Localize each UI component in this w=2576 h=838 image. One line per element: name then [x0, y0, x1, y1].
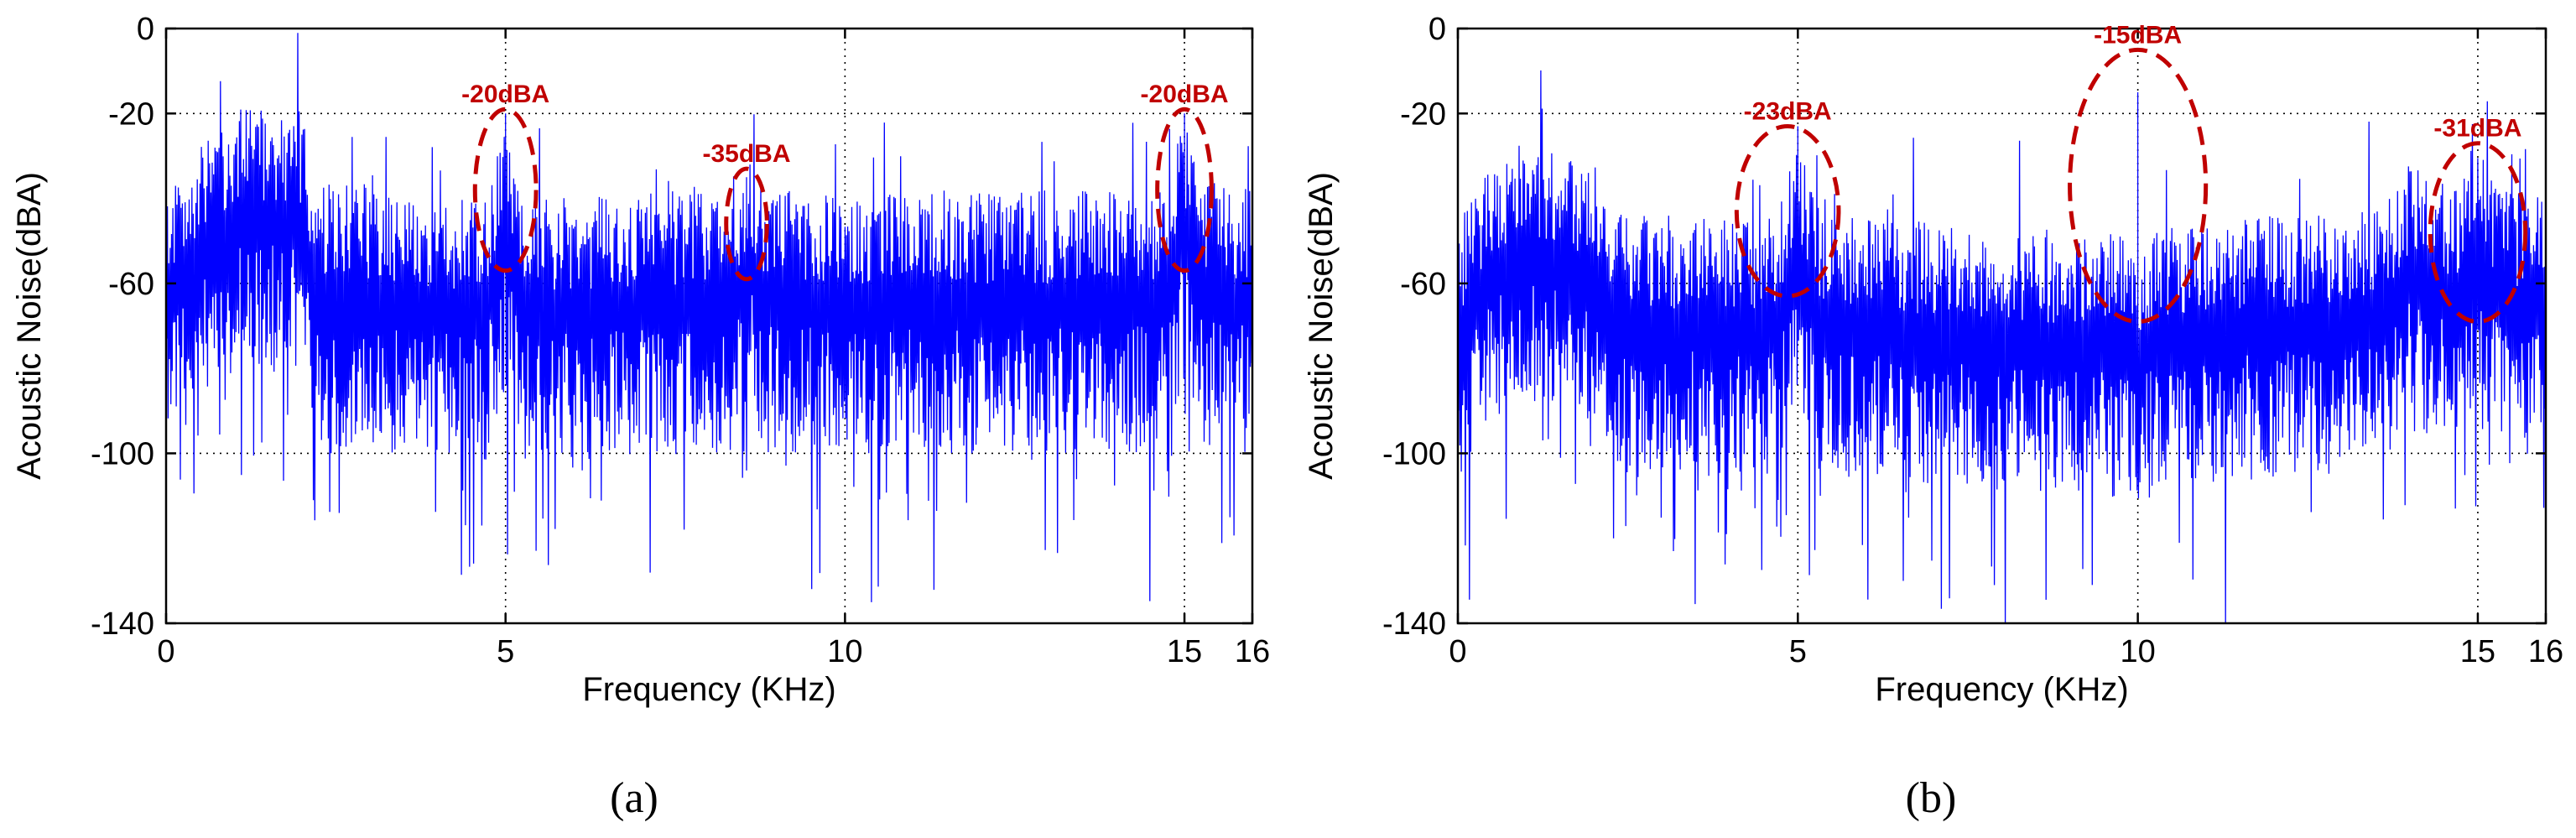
x-tick-label: 15	[2460, 634, 2495, 669]
highlight-ellipse	[1155, 107, 1214, 273]
peak-annotation: -31dBA	[2433, 115, 2521, 143]
highlight-ellipse	[724, 166, 769, 282]
chart-panel-b: 0 5 10 15 16 0 -20 -60 -100 -140 Frequency (KHz) Ac…	[1303, 12, 2563, 822]
peak-annotation: -15dBA	[2094, 21, 2182, 49]
x-axis-label: Frequency (KHz)	[1875, 671, 2128, 708]
y-tick-label: -20	[1400, 96, 1446, 132]
plot-frame	[164, 27, 1254, 625]
y-tick-label: -100	[1382, 436, 1446, 471]
x-axis-label: Frequency (KHz)	[582, 671, 835, 708]
y-axis-label: Acoustic Noise(dBA)	[1303, 172, 1340, 480]
x-tick-label: 0	[1449, 634, 1466, 669]
peak-annotation: -35dBA	[703, 140, 791, 168]
plot-frame	[1456, 27, 2547, 625]
y-tick-label: -140	[1382, 606, 1446, 642]
x-tick-label: 16	[2528, 634, 2563, 669]
x-tick-label: 15	[1167, 634, 1202, 669]
peak-annotation: -23dBA	[1744, 97, 1832, 125]
peak-annotation: -20dBA	[1141, 81, 1229, 108]
highlight-ellipse	[1734, 123, 1841, 299]
y-tick-label: -60	[108, 267, 154, 302]
x-tick-label: 5	[1789, 634, 1807, 669]
spectrum-line	[1457, 70, 2547, 624]
y-tick-label: -60	[1400, 267, 1446, 302]
panel-caption: (b)	[1906, 774, 1957, 822]
y-tick-label: 0	[1429, 12, 1446, 47]
x-tick-label: 16	[1235, 634, 1270, 669]
chart-panel-a: 0 5 10 15 16 0 -20 -60 -100 -140 Frequency (KHz) Ac…	[11, 12, 1270, 822]
highlight-ellipse	[472, 107, 539, 273]
spectrum-line	[165, 33, 1253, 602]
y-tick-label: -140	[91, 606, 154, 642]
y-tick-label: -100	[91, 436, 154, 471]
peak-annotation: -20dBA	[461, 81, 549, 108]
highlight-ellipse	[2428, 141, 2528, 324]
highlight-ellipse	[2068, 47, 2209, 324]
y-tick-label: -20	[108, 96, 154, 132]
x-tick-label: 0	[157, 634, 174, 669]
x-tick-label: 10	[2120, 634, 2155, 669]
y-tick-label: 0	[137, 12, 154, 47]
y-axis-label: Acoustic Noise(dBA)	[11, 172, 48, 480]
panel-caption: (a)	[610, 774, 658, 822]
x-tick-label: 5	[497, 634, 514, 669]
x-tick-label: 10	[827, 634, 862, 669]
